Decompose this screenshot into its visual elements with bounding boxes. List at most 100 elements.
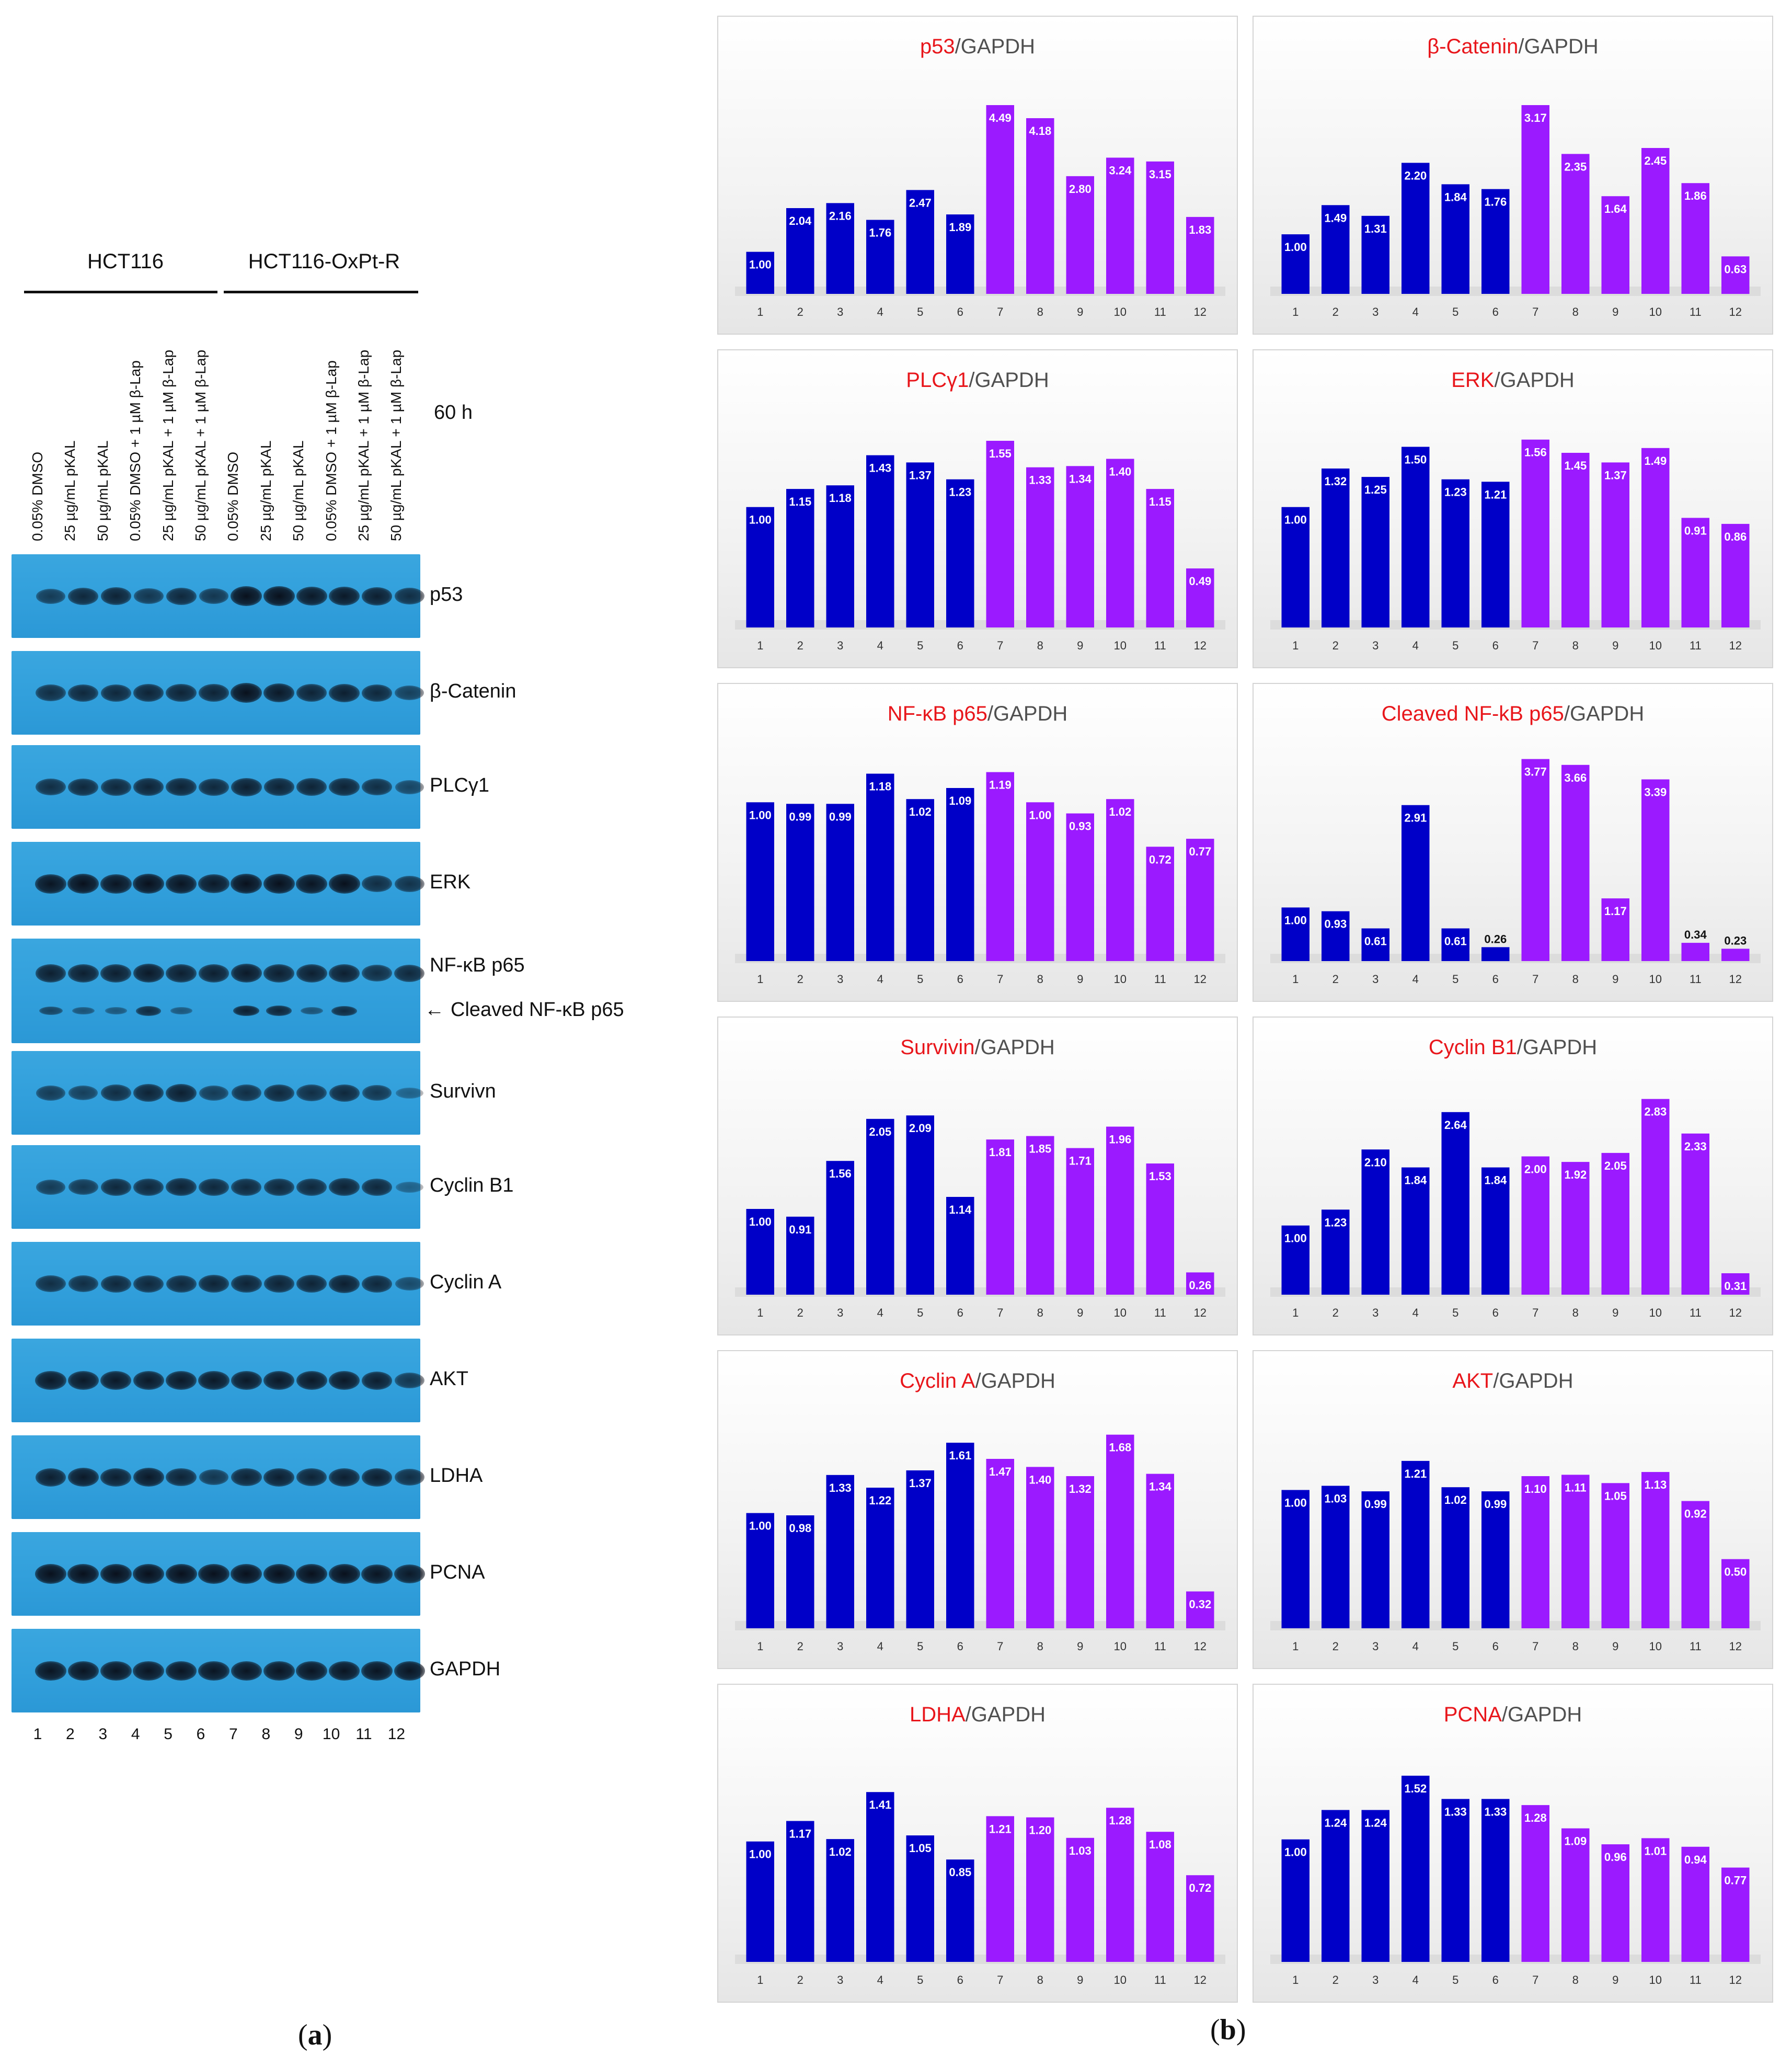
x-tick-label: 9	[1077, 1306, 1083, 1319]
x-tick-label: 5	[1452, 305, 1458, 318]
blot-band	[362, 1085, 392, 1101]
x-tick-label: 8	[1572, 973, 1579, 986]
chart-bar	[1561, 1828, 1590, 1962]
cleaved-band	[300, 1007, 323, 1015]
blot-band	[133, 588, 164, 604]
bar-value-label: 1.18	[869, 780, 891, 793]
x-tick-label: 6	[1492, 305, 1499, 318]
bar-value-label: 1.85	[1029, 1143, 1051, 1156]
x-tick-label: 8	[1037, 1973, 1043, 1986]
chart-bar	[906, 799, 934, 961]
x-tick-label: 8	[1037, 1306, 1043, 1319]
cleaved-band	[135, 1006, 162, 1016]
x-tick-label: 6	[957, 305, 963, 318]
bar-value-label: 1.19	[989, 779, 1012, 792]
chart-bar	[1281, 907, 1309, 961]
blot-band	[36, 684, 66, 701]
x-tick-label: 6	[957, 1306, 963, 1319]
bar-value-label: 1.86	[1684, 189, 1707, 202]
chart-bar	[946, 479, 974, 627]
bar-value-label: 1.00	[1284, 513, 1307, 527]
chart-bar	[1601, 1483, 1629, 1628]
lane-number: 2	[66, 1726, 75, 1743]
chart-title-suffix: /GAPDH	[987, 702, 1067, 725]
bar-value-label: 1.96	[1109, 1133, 1131, 1146]
cleaved-label-text: Cleaved NF-κB p65	[451, 999, 624, 1021]
blot-band	[296, 964, 327, 983]
bar-chart: PLCγ1/GAPDH 1.00 1 1.15 2 1.18 3 1.43 4 1.37 5 1.23…	[735, 369, 1225, 652]
x-tick-label: 9	[1612, 973, 1618, 986]
bar-value-label: 2.64	[1444, 1118, 1467, 1132]
chart-bar	[1026, 467, 1054, 627]
blot-band	[199, 1085, 229, 1101]
chart-bar	[786, 1821, 814, 1962]
x-tick-label: 10	[1114, 1640, 1127, 1653]
blot-strip	[12, 1242, 424, 1326]
chart-bar	[1681, 1846, 1709, 1962]
x-tick-label: 3	[1372, 305, 1379, 318]
chart-bar	[1146, 1163, 1174, 1295]
x-tick-label: 4	[877, 305, 883, 318]
blot-band	[100, 684, 131, 702]
chart-bar	[1521, 759, 1549, 961]
blot-band	[198, 1275, 229, 1293]
blot-band	[328, 874, 360, 894]
x-tick-label: 5	[1452, 639, 1458, 652]
blot-label: ERK	[430, 871, 471, 893]
chart-bar	[1441, 479, 1469, 627]
chart-bar	[1186, 568, 1214, 627]
x-tick-label: 12	[1194, 1640, 1207, 1653]
chart-bar	[1641, 1472, 1670, 1628]
chart-bar	[1066, 1837, 1094, 1962]
bar-value-label: 1.01	[1644, 1844, 1667, 1857]
bar-value-label: 1.61	[949, 1449, 971, 1462]
chart-bar	[1281, 234, 1309, 294]
chart-floor	[735, 1287, 1225, 1297]
blot-band	[394, 964, 425, 982]
bar-value-label: 1.76	[869, 226, 891, 239]
x-tick-label: 12	[1729, 639, 1742, 652]
bar-value-label: 1.33	[1484, 1805, 1507, 1818]
bar-value-label: 1.05	[909, 1842, 932, 1855]
blot-strip	[12, 1051, 423, 1135]
chart-bar	[1561, 453, 1590, 627]
bar-value-label: 1.11	[1565, 1481, 1587, 1494]
bar-value-label: 0.49	[1189, 575, 1211, 588]
chart-card: Cyclin B1/GAPDH 1.00 1 1.23 2 2.10 3 1.84 4 2.64 5…	[1253, 1017, 1773, 1335]
chart-bar	[986, 1816, 1014, 1962]
x-tick-label: 5	[1452, 1973, 1458, 1986]
x-tick-label: 6	[1492, 1973, 1499, 1986]
blot-band	[36, 779, 66, 795]
x-tick-label: 10	[1649, 1973, 1662, 1986]
bar-value-label: 1.71	[1069, 1155, 1092, 1168]
blot-band	[100, 874, 132, 894]
chart-bar	[1601, 1152, 1629, 1295]
blot-band	[166, 778, 197, 796]
x-tick-label: 12	[1194, 639, 1207, 652]
bar-value-label: 0.91	[1684, 524, 1707, 537]
chart-title-suffix: /GAPDH	[1493, 1369, 1573, 1392]
x-tick-label: 7	[997, 305, 1003, 318]
blot-band	[361, 1661, 393, 1681]
lane-label: 0.05% DMSO	[29, 451, 45, 541]
bar-value-label: 1.84	[1444, 190, 1467, 203]
blot-band	[263, 964, 295, 983]
bar-value-label: 1.17	[1604, 905, 1627, 918]
chart-bar	[1026, 802, 1054, 961]
chart-bar	[866, 1488, 894, 1628]
blot-band	[166, 587, 197, 605]
blot-band	[394, 588, 425, 604]
x-tick-label: 7	[997, 1640, 1003, 1653]
bar-value-label: 1.32	[1069, 1482, 1092, 1495]
bar-value-label: 1.89	[949, 221, 971, 234]
chart-bar	[1322, 1810, 1350, 1962]
x-tick-label: 10	[1114, 1306, 1127, 1319]
chart-bar	[1481, 947, 1510, 962]
bar-value-label: 1.00	[1284, 1497, 1307, 1510]
bar-value-label: 3.77	[1524, 766, 1547, 779]
chart-title: Cleaved NF-kB p65/GAPDH	[1382, 702, 1644, 725]
x-tick-label: 11	[1690, 1973, 1702, 1986]
blot-band	[231, 1371, 262, 1390]
cleaved-band	[72, 1007, 95, 1015]
chart-bar	[746, 802, 774, 961]
